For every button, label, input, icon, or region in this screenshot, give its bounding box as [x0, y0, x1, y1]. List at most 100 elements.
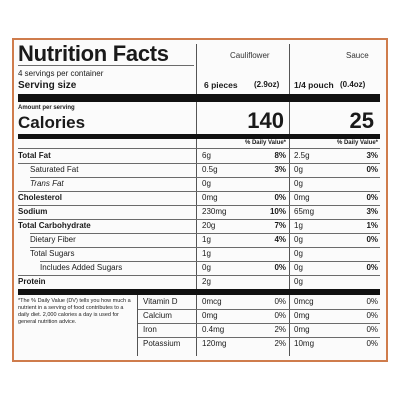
vitamin-label: Iron: [143, 325, 157, 334]
cauliflower-amount: 0mg: [202, 311, 218, 320]
column-header-cauliflower: Cauliflower: [230, 51, 270, 60]
sauce-dv: 0%: [366, 297, 378, 306]
cauliflower-amount: 2g: [202, 277, 211, 286]
row-divider: [18, 205, 380, 206]
cauliflower-dv: 0%: [274, 193, 286, 202]
dv-divider: [18, 148, 380, 149]
nutrient-label: Includes Added Sugars: [40, 263, 123, 272]
sauce-dv: 0%: [366, 339, 378, 348]
cauliflower-amount: 0g: [202, 179, 211, 188]
servings-per-container: 4 servings per container: [18, 69, 104, 78]
sauce-amount: 0g: [294, 179, 303, 188]
title-divider: [18, 65, 194, 66]
row-divider: [30, 177, 380, 178]
sauce-dv: 3%: [366, 207, 378, 216]
cauliflower-dv: 2%: [274, 339, 286, 348]
calories-sauce: 25: [349, 108, 374, 133]
calories-cauliflower: 140: [247, 108, 284, 133]
row-divider: [138, 337, 380, 338]
column-divider-right: [289, 44, 290, 356]
cauliflower-dv: 0%: [274, 297, 286, 306]
row-divider: [30, 247, 380, 248]
sauce-amount: 0mcg: [294, 297, 314, 306]
cauliflower-dv: 8%: [274, 151, 286, 160]
cauliflower-dv: 7%: [274, 221, 286, 230]
cauliflower-amount: 0.4mg: [202, 325, 225, 334]
cauliflower-serving-amount: 6 pieces: [204, 80, 238, 90]
nutrient-label: Cholesterol: [18, 193, 63, 202]
sauce-amount: 0mg: [294, 311, 310, 320]
nutrition-panel: [12, 38, 388, 362]
nutrient-label: Saturated Fat: [30, 165, 79, 174]
sauce-dv: 0%: [366, 325, 378, 334]
amount-per-serving: Amount per serving: [18, 105, 75, 111]
sauce-dv: 0%: [366, 311, 378, 320]
nutrient-label: Dietary Fiber: [30, 235, 76, 244]
sauce-dv: 1%: [366, 221, 378, 230]
nutrient-label: Total Fat: [18, 151, 51, 160]
sauce-amount: 0g: [294, 263, 303, 272]
sauce-amount: 65mg: [294, 207, 315, 216]
nutrient-label: Trans Fat: [30, 179, 64, 188]
sauce-amount: 0mg: [294, 325, 310, 334]
row-divider: [18, 275, 380, 276]
cauliflower-dv: 4%: [274, 235, 286, 244]
sauce-amount: 0g: [294, 235, 303, 244]
sauce-amount: 0mg: [294, 193, 310, 202]
daily-value-footnote: *The % Daily Value (DV) tells you how mu…: [18, 298, 131, 325]
vitamin-label: Potassium: [143, 339, 181, 348]
dv-header-sauce: % Daily Value*: [336, 140, 378, 146]
cauliflower-amount: 0.5g: [202, 165, 218, 174]
column-divider-left: [196, 44, 197, 356]
sauce-dv: 0%: [366, 193, 378, 202]
vitamin-label: Calcium: [143, 311, 172, 320]
cauliflower-dv: 0%: [274, 263, 286, 272]
row-divider: [138, 323, 380, 324]
cauliflower-amount: 0mg: [202, 193, 218, 202]
cauliflower-dv: 3%: [274, 165, 286, 174]
row-divider: [30, 233, 380, 234]
cauliflower-amount: 0mcg: [202, 297, 222, 306]
sauce-amount: 0g: [294, 165, 303, 174]
cauliflower-amount: 1g: [202, 249, 211, 258]
sauce-dv: 0%: [366, 165, 378, 174]
cauliflower-dv: 0%: [274, 311, 286, 320]
cauliflower-amount: 0g: [202, 263, 211, 272]
vitamin-label: Vitamin D: [143, 297, 178, 306]
cauliflower-amount: 6g: [202, 151, 211, 160]
sauce-dv: 3%: [366, 151, 378, 160]
sauce-amount: 2.5g: [294, 151, 310, 160]
thick-rule-calories: [18, 134, 380, 139]
cauliflower-dv: 10%: [269, 207, 286, 216]
sauce-dv: 0%: [366, 263, 378, 272]
row-divider: [18, 219, 380, 220]
sauce-amount: 10mg: [294, 339, 315, 348]
nutrient-label: Protein: [18, 277, 46, 286]
row-divider: [40, 261, 380, 262]
dv-header-cauliflower: % Daily Value*: [244, 140, 286, 146]
calories-label: Calories: [18, 113, 86, 132]
cauliflower-serving-weight: (2.9oz): [254, 80, 280, 89]
sauce-amount: 0g: [294, 249, 303, 258]
sauce-serving-amount: 1/4 pouch: [294, 80, 334, 90]
thick-rule-top: [18, 94, 380, 102]
cauliflower-amount: 120mg: [202, 339, 227, 348]
nutrient-label: Total Sugars: [30, 249, 75, 258]
sauce-amount: 0g: [294, 277, 303, 286]
row-divider: [18, 163, 380, 164]
row-divider: [138, 309, 380, 310]
cauliflower-amount: 1g: [202, 235, 211, 244]
column-header-sauce: Sauce: [346, 51, 369, 60]
cauliflower-amount: 20g: [202, 221, 216, 230]
sauce-amount: 1g: [294, 221, 303, 230]
row-divider: [18, 191, 380, 192]
cauliflower-amount: 230mg: [202, 207, 227, 216]
nutrition-title: Nutrition Facts: [18, 41, 169, 66]
vitamin-divider: [137, 295, 138, 356]
nutrient-label: Sodium: [18, 207, 48, 216]
cauliflower-dv: 2%: [274, 325, 286, 334]
serving-size-label: Serving size: [18, 80, 77, 91]
thick-rule-bottom: [18, 289, 380, 295]
nutrient-label: Total Carbohydrate: [18, 221, 91, 230]
sauce-dv: 0%: [366, 235, 378, 244]
